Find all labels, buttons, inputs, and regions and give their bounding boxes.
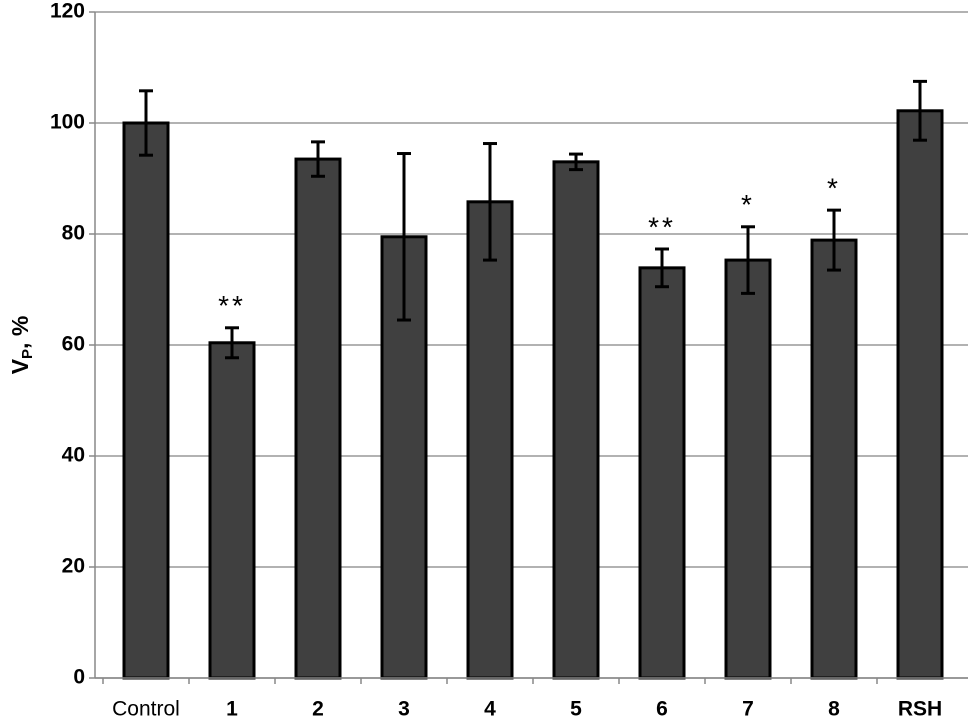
y-label-main: V: [7, 358, 33, 374]
significance-label: **: [648, 211, 676, 242]
x-tick-label: 1: [226, 698, 238, 721]
x-tick-label: Control: [112, 698, 180, 721]
y-tick-label: 40: [62, 444, 85, 467]
x-tick-label: 6: [656, 698, 668, 721]
significance-label: *: [741, 189, 755, 220]
bar: [122, 121, 170, 680]
significance-label: *: [827, 173, 841, 204]
x-tick-label: 5: [570, 698, 582, 721]
bar: [466, 200, 514, 680]
significance-label: **: [218, 290, 246, 321]
x-tick-label: RSH: [898, 698, 942, 721]
y-tick-label: 120: [50, 0, 85, 23]
y-tick-label: 100: [50, 111, 85, 134]
x-tick-label: 3: [398, 698, 410, 721]
bar: [552, 160, 600, 680]
bar: [810, 238, 858, 680]
x-tick-label: 2: [312, 698, 324, 721]
bar: [208, 341, 256, 680]
y-tick-label: 0: [73, 666, 85, 689]
y-tick-label: 20: [62, 555, 85, 578]
y-label-sub: P: [19, 349, 36, 359]
y-tick-label: 60: [62, 333, 85, 356]
x-tick-label: 8: [828, 698, 840, 721]
y-label-rest: , %: [7, 316, 33, 349]
bar: [638, 266, 686, 680]
bar: [896, 109, 944, 680]
y-axis-label: VP, %: [7, 316, 36, 375]
bar: [724, 258, 772, 680]
x-tick-label: 4: [484, 698, 496, 721]
x-tick-label: 7: [742, 698, 754, 721]
bar: [294, 157, 342, 680]
y-tick-label: 80: [62, 222, 85, 245]
